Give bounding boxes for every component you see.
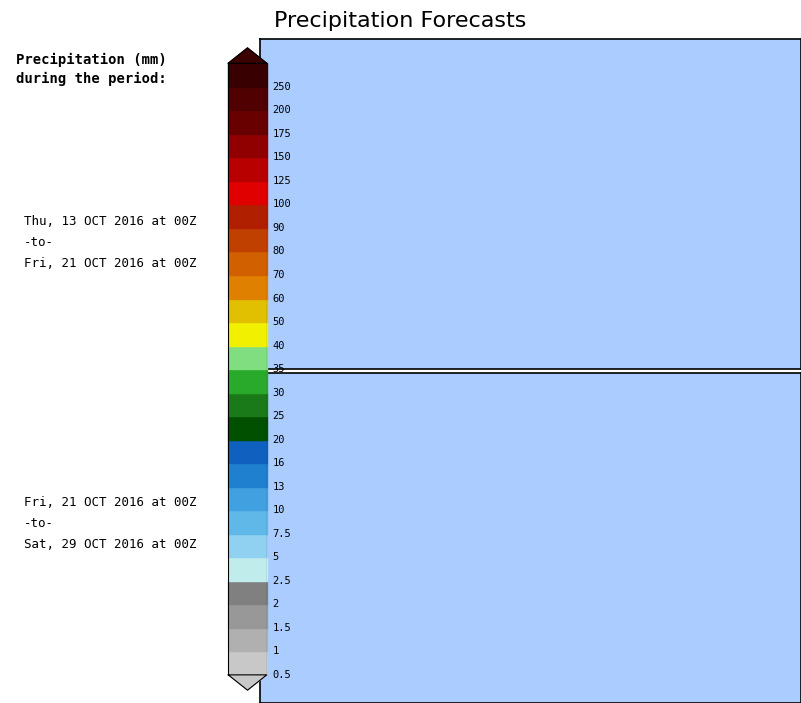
Text: 50: 50 [272,317,285,327]
Text: Fri, 21 OCT 2016 at 00Z: Fri, 21 OCT 2016 at 00Z [24,496,196,509]
Text: 175: 175 [272,129,292,138]
Bar [228,252,267,275]
Text: 70: 70 [272,270,285,280]
Text: 16: 16 [272,458,285,468]
Bar [228,439,267,463]
Bar [228,299,267,322]
Text: 20: 20 [272,434,285,444]
Text: Thu, 13 OCT 2016 at 00Z: Thu, 13 OCT 2016 at 00Z [24,215,196,228]
Bar [228,346,267,369]
Text: 40: 40 [272,340,285,351]
Bar [228,205,267,228]
Text: Precipitation Forecasts: Precipitation Forecasts [274,11,527,31]
Text: Precipitation (mm): Precipitation (mm) [16,53,167,67]
Text: 250: 250 [272,82,292,92]
Text: 35: 35 [272,364,285,374]
Bar [228,181,267,205]
Bar [228,110,267,134]
Text: 5: 5 [272,553,279,562]
Text: 2.5: 2.5 [272,576,292,586]
Bar [228,134,267,157]
Text: 1: 1 [272,646,279,657]
Text: during the period:: during the period: [16,72,167,86]
Text: 30: 30 [272,387,285,398]
Text: 150: 150 [272,153,292,162]
Bar [228,510,267,534]
Text: 13: 13 [272,482,285,491]
Bar [228,392,267,416]
Bar [228,652,267,675]
Bar [228,86,267,110]
Text: 80: 80 [272,247,285,257]
Bar [228,628,267,652]
Text: 0.5: 0.5 [272,670,292,680]
Text: 10: 10 [272,505,285,515]
Bar [228,557,267,581]
Text: 90: 90 [272,223,285,233]
Bar [228,322,267,346]
Polygon shape [228,48,267,63]
Polygon shape [228,675,267,690]
Bar [228,463,267,486]
Bar [228,581,267,605]
Bar [228,157,267,181]
Bar [228,605,267,628]
Text: 200: 200 [272,105,292,115]
Bar [228,534,267,557]
Bar [228,486,267,510]
Text: 60: 60 [272,294,285,304]
Text: 100: 100 [272,200,292,209]
Bar [228,63,267,86]
Text: 1.5: 1.5 [272,623,292,633]
Bar [228,275,267,299]
Text: 7.5: 7.5 [272,529,292,538]
Text: -to-: -to- [24,236,54,249]
Text: 125: 125 [272,176,292,186]
Text: 2: 2 [272,600,279,610]
Bar [228,369,267,392]
Text: -to-: -to- [24,517,54,530]
Text: Sat, 29 OCT 2016 at 00Z: Sat, 29 OCT 2016 at 00Z [24,538,196,551]
Bar [228,416,267,439]
Bar [228,228,267,252]
Text: 25: 25 [272,411,285,421]
Text: Fri, 21 OCT 2016 at 00Z: Fri, 21 OCT 2016 at 00Z [24,257,196,270]
